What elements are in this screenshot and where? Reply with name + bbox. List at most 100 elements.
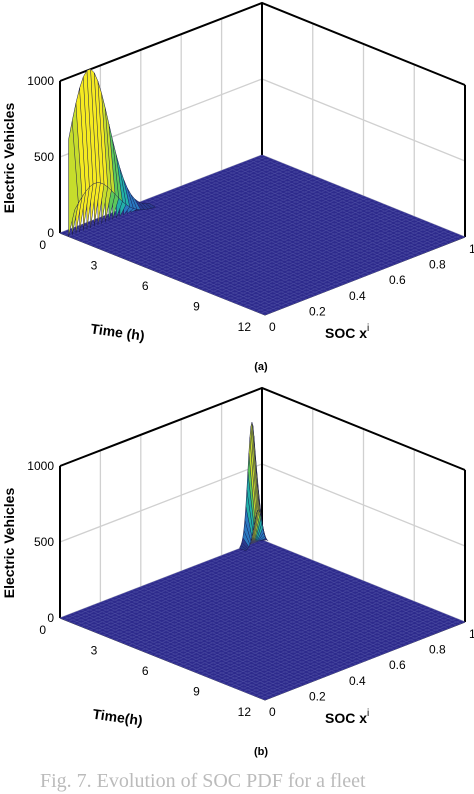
mesh-line: [59, 232, 266, 316]
time-axis-label: Time(h): [92, 706, 144, 729]
figure-caption: Fig. 7. Evolution of SOC PDF for a fleet: [40, 770, 366, 792]
z-axis-label: Electric Vehicles: [1, 103, 17, 214]
mesh-line: [110, 598, 316, 681]
mesh-line: [89, 606, 295, 689]
mesh-line: [245, 161, 449, 244]
mesh-line: [253, 542, 457, 626]
soc-tick-label: 0.4: [349, 289, 366, 303]
time-tick-label: 3: [91, 259, 98, 273]
soc-tick-label: 0: [269, 320, 276, 334]
mesh-line: [253, 157, 457, 241]
mesh-line: [240, 547, 445, 631]
mesh-line: [215, 557, 420, 641]
surface-floor: [59, 539, 466, 701]
mesh-line: [236, 164, 441, 248]
mesh-line: [181, 185, 386, 269]
surface-peak: [68, 68, 157, 237]
mesh-line: [240, 162, 445, 246]
mesh-line: [76, 611, 282, 694]
soc-tick-label: 0.6: [389, 273, 406, 287]
mesh-line: [177, 572, 382, 655]
z-tick-label: 1000: [27, 459, 54, 473]
mesh-line: [177, 187, 382, 270]
z-tick-label: 0: [47, 611, 54, 625]
mesh-line: [236, 549, 441, 633]
soc-tick-label: 1: [469, 242, 474, 256]
z-tick-label: 500: [34, 535, 54, 549]
panel-label: (a): [254, 361, 268, 373]
mesh-line: [165, 192, 370, 275]
time-tick-label: 0: [39, 238, 46, 252]
mesh-line: [101, 601, 307, 685]
mesh-line: [232, 166, 436, 249]
soc-tick-label: 0.2: [309, 689, 326, 703]
mesh-line: [181, 570, 386, 654]
soc-tick-label: 0.8: [429, 643, 446, 657]
mesh-line: [131, 590, 336, 673]
mesh-line: [207, 560, 411, 644]
time-tick-label: 9: [193, 685, 200, 699]
surface-peak: [239, 422, 269, 551]
mesh-line: [152, 196, 357, 280]
mesh-line: [194, 565, 399, 649]
time-tick-label: 12: [238, 320, 252, 334]
mesh-line: [249, 544, 453, 628]
soc-tick-label: 0.4: [349, 674, 366, 688]
mesh-line: [135, 203, 341, 287]
mesh-line: [245, 546, 449, 629]
top-frame-edge: [59, 386, 466, 471]
mesh-line: [68, 614, 274, 698]
mesh-line: [114, 596, 320, 680]
soc-axis-superscript: i: [367, 323, 369, 334]
mesh-line: [202, 177, 407, 261]
mesh-line: [72, 227, 278, 311]
mesh-line: [169, 190, 374, 274]
mesh-line: [219, 555, 424, 639]
mesh-line: [224, 554, 428, 637]
surface-floor: [59, 154, 466, 316]
peak-strip: [68, 120, 79, 237]
time-tick-label: 12: [238, 705, 252, 719]
mesh-line: [257, 541, 461, 624]
mesh-line: [144, 585, 349, 668]
mesh-line: [211, 174, 416, 257]
mesh-line: [232, 551, 436, 634]
mesh-line: [249, 159, 453, 243]
mesh-line: [228, 552, 432, 636]
surface-mesh: [59, 539, 466, 701]
mesh-line: [152, 581, 357, 665]
mesh-line: [148, 198, 353, 282]
mesh-line: [139, 586, 345, 670]
mesh-line: [106, 214, 311, 298]
mesh-line: [169, 575, 374, 659]
z-tick-label: 500: [34, 150, 54, 164]
soc-tick-label: 1: [469, 627, 474, 641]
mesh-line: [198, 179, 403, 262]
mesh-line: [123, 208, 328, 291]
time-tick-label: 3: [91, 644, 98, 658]
mesh-line: [80, 224, 286, 308]
surface-mesh: [59, 154, 466, 316]
mesh-line: [194, 180, 399, 264]
mesh-line: [80, 609, 286, 693]
mesh-line: [156, 195, 361, 278]
mesh-line: [127, 591, 332, 675]
chart-b: 0 500 1000 0 3 6 9 12 0 0.2 0.4 0.6 0.8 1 Electric Veh…: [1, 386, 474, 758]
mesh-line: [224, 169, 428, 252]
mesh-line: [127, 206, 332, 290]
mesh-line: [59, 617, 266, 701]
mesh-line: [123, 593, 328, 676]
mesh-line: [68, 229, 274, 313]
mesh-line: [131, 205, 336, 288]
mesh-line: [160, 578, 366, 662]
mesh-line: [144, 200, 349, 283]
mesh-line: [64, 231, 270, 314]
time-tick-label: 6: [142, 664, 149, 678]
mesh-line: [97, 603, 303, 686]
time-tick-label: 9: [193, 300, 200, 314]
mesh-line: [190, 567, 395, 650]
top-frame-edge: [59, 1, 466, 86]
time-tick-label: 6: [142, 279, 149, 293]
mesh-line: [261, 539, 466, 623]
mesh-line: [219, 170, 424, 254]
